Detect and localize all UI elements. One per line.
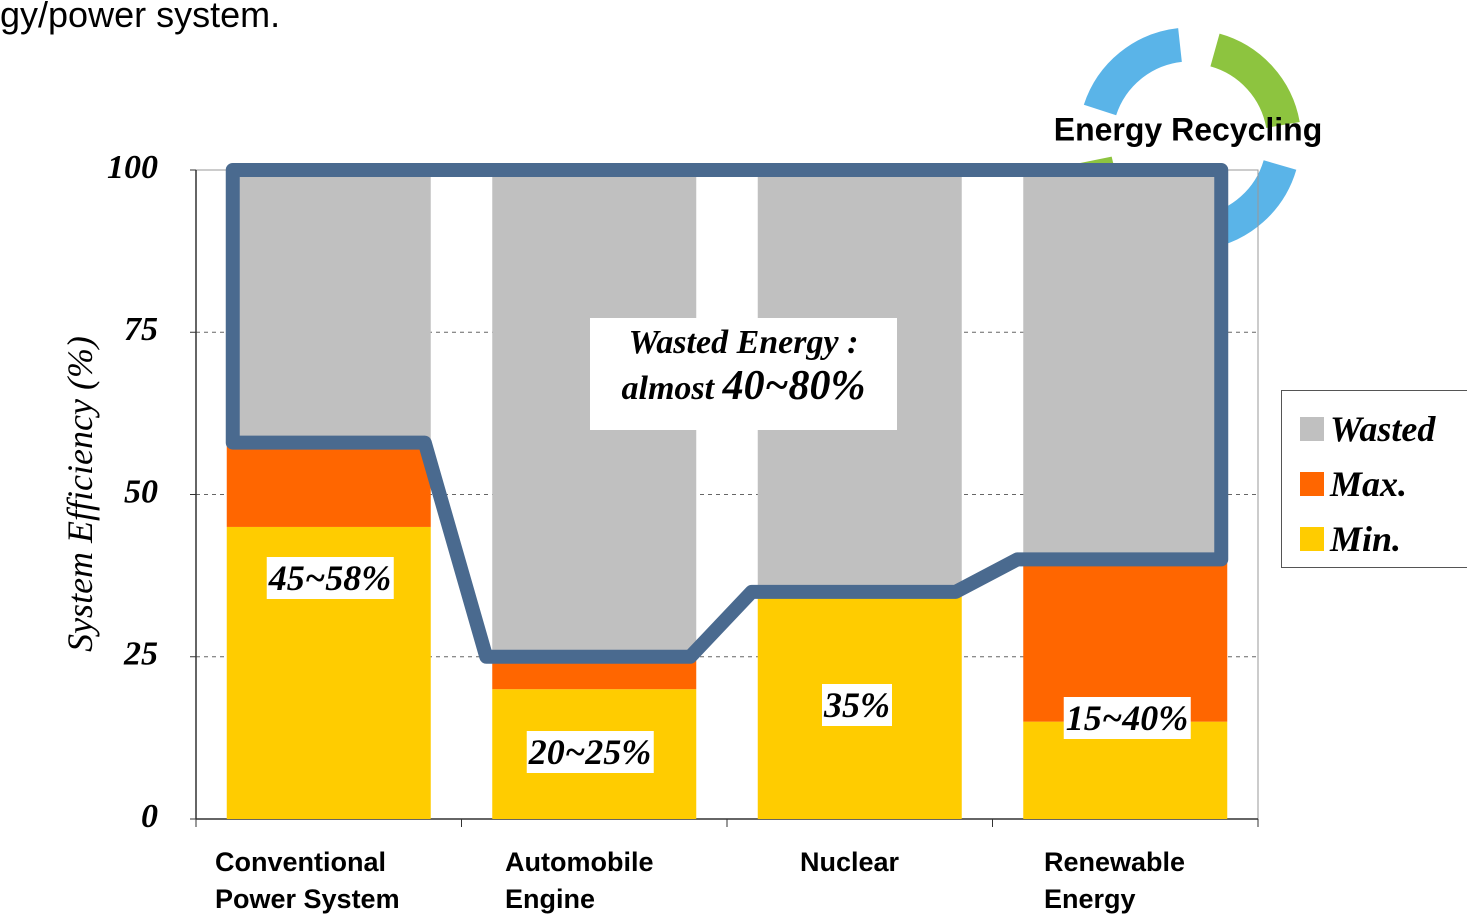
y-tick-label: 75 <box>124 311 158 348</box>
note-line: almost 40~80% <box>590 362 897 410</box>
range-label: 45~58% <box>266 557 394 599</box>
legend-entry: Max. <box>1300 464 1407 504</box>
wasted-note: Wasted Energy : almost 40~80% <box>590 318 897 430</box>
legend-swatch <box>1300 472 1324 496</box>
legend-label: Max. <box>1330 464 1408 504</box>
x-tick-label: Renewable Energy <box>1044 847 1186 914</box>
efficiency-outline <box>225 163 1229 664</box>
bar-segment <box>226 170 431 443</box>
legend-swatch <box>1300 417 1324 441</box>
range-label: 35% <box>822 684 892 726</box>
y-tick-label: 0 <box>141 798 158 835</box>
y-tick-label: 25 <box>123 636 158 673</box>
legend-entry: Wasted <box>1300 409 1435 449</box>
legend-label: Min. <box>1330 519 1402 559</box>
y-axis-label: System Efficiency (%) <box>60 336 100 652</box>
range-label: 15~40% <box>1063 697 1191 739</box>
note-emph: 40~80% <box>722 363 866 409</box>
x-tick-label: Conventional Power System <box>215 847 400 914</box>
x-tick-label: Automobile Engine <box>505 847 654 914</box>
legend-swatch <box>1300 527 1324 551</box>
legend: Wasted Max. Min. <box>1281 390 1467 568</box>
legend-entry: Min. <box>1300 519 1401 559</box>
bar-segment <box>226 442 431 527</box>
note-prefix: almost <box>621 370 715 407</box>
caption: gy/power system. <box>0 0 281 35</box>
x-tick-label: Nuclear <box>800 847 900 877</box>
bar-segment <box>1023 559 1228 722</box>
badge: Energy Recycling <box>1053 111 1323 148</box>
y-tick-label: 50 <box>124 473 158 510</box>
y-tick-label: 100 <box>107 149 158 186</box>
range-label: 20~25% <box>526 731 654 773</box>
bar-segment <box>1023 170 1228 560</box>
note-line: Wasted Energy : <box>628 324 859 361</box>
legend-label: Wasted <box>1330 409 1436 449</box>
